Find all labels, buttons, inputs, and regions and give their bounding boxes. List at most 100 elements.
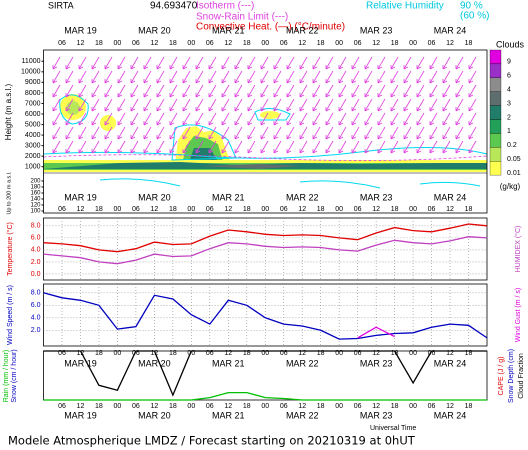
wind-arrow	[52, 112, 61, 126]
x-tick-label: 12	[372, 40, 380, 47]
footer: Modele Atmospherique LMDZ / Forecast sta…	[8, 434, 416, 448]
legend-convective: Convective Heat. (—) (°C/minute)	[196, 22, 345, 33]
day-label: MAR 21	[212, 25, 245, 35]
cloud-field	[43, 94, 488, 189]
x-tick-label: 06	[206, 403, 214, 410]
wind-arrow	[442, 126, 451, 140]
wind-arrow	[117, 70, 126, 84]
x-tick-label: 06	[428, 350, 436, 357]
wind-arrow	[208, 126, 217, 140]
wind-arrow	[442, 112, 451, 126]
x-tick-label: 12	[298, 403, 306, 410]
x-tick-label: 12	[150, 403, 158, 410]
wind-arrow	[143, 126, 152, 140]
x-tick-label: 18	[169, 40, 177, 47]
wind-arrow	[390, 98, 399, 112]
wind-arrow	[260, 84, 269, 98]
wind-arrow	[117, 126, 126, 140]
y-tick-label: 8.0	[31, 223, 41, 230]
colorbar-swatch	[489, 77, 502, 92]
wind-arrow	[143, 112, 152, 126]
wind-arrow	[130, 140, 139, 154]
wind-arrow	[403, 56, 412, 70]
wind-arrow	[221, 84, 230, 98]
y-tick-label: 4.0	[31, 315, 41, 322]
wind-arrow	[260, 56, 269, 70]
wind-arrow	[455, 140, 464, 154]
day-label: MAR 21	[212, 410, 245, 420]
wind-arrow	[91, 140, 100, 154]
wind-arrow	[260, 98, 269, 112]
x-tick-label: 12	[372, 350, 380, 357]
y-tick-label: 180	[30, 185, 41, 191]
wind-arrow	[247, 70, 256, 84]
colorbar-swatch	[489, 105, 502, 120]
day-label: MAR 20	[138, 358, 171, 368]
x-tick-label: 12	[298, 350, 306, 357]
wind-arrow	[416, 56, 425, 70]
day-label: MAR 24	[434, 192, 467, 202]
coordinates: 94.693470	[150, 1, 198, 12]
wind-arrow	[429, 112, 438, 126]
colorbar-label: 2	[507, 114, 511, 121]
wind-arrow	[286, 84, 295, 98]
wind-arrow	[325, 84, 334, 98]
series-line	[43, 350, 487, 397]
wind-arrow	[195, 56, 204, 70]
x-tick-label: 06	[206, 350, 214, 357]
x-tick-label: 18	[243, 350, 251, 357]
wind-arrow	[299, 56, 308, 70]
wind-arrow	[351, 84, 360, 98]
wind-arrow	[234, 70, 243, 84]
wind-arrow	[65, 112, 74, 126]
wind-arrow	[442, 56, 451, 70]
wind-arrow	[260, 112, 269, 126]
wind-arrow	[390, 56, 399, 70]
wind-arrow	[156, 126, 165, 140]
wind-arrow	[429, 98, 438, 112]
x-tick-label: 06	[132, 40, 140, 47]
series-line	[43, 391, 487, 401]
wind-arrow	[195, 112, 204, 126]
wind-arrow	[130, 56, 139, 70]
wind-arrow	[299, 98, 308, 112]
day-label: MAR 23	[360, 410, 393, 420]
wind-arrow	[351, 126, 360, 140]
series-label: Wind Speed (m / s)	[7, 285, 14, 345]
wind-arrow	[52, 98, 61, 112]
wind-arrow	[325, 112, 334, 126]
wind-arrow	[78, 126, 87, 140]
wind-arrow	[403, 126, 412, 140]
wind-arrow	[299, 84, 308, 98]
x-tick-label: 00	[409, 40, 417, 47]
x-tick-label: 06	[58, 403, 66, 410]
wind-arrow	[390, 84, 399, 98]
wind-arrow	[182, 98, 191, 112]
wind-arrow	[377, 70, 386, 84]
x-tick-label: 00	[114, 350, 122, 357]
day-label: MAR 20	[138, 410, 171, 420]
wind-arrow	[143, 84, 152, 98]
wind-arrow	[52, 56, 61, 70]
wind-arrow	[221, 70, 230, 84]
wind-arrow	[299, 70, 308, 84]
wind-arrow	[338, 84, 347, 98]
wind-arrow	[78, 84, 87, 98]
x-tick-label: 18	[317, 40, 325, 47]
wind-arrow	[442, 70, 451, 84]
wind-arrow	[312, 126, 321, 140]
wind-arrow	[104, 70, 113, 84]
x-tick-label: 18	[317, 206, 325, 213]
x-tick-label: 18	[465, 350, 473, 357]
series-label: HUMIDEX (°C)	[514, 226, 522, 273]
wind-arrow	[182, 140, 191, 154]
wind-arrow	[195, 98, 204, 112]
colorbar-label: 6	[507, 73, 511, 80]
wind-arrow	[351, 112, 360, 126]
x-tick-label: 12	[224, 206, 232, 213]
wind-arrow	[182, 84, 191, 98]
x-tick-label: 00	[261, 350, 269, 357]
x-tick-label: 18	[169, 350, 177, 357]
wind-arrow	[416, 70, 425, 84]
series-label: Cloud Fraction	[518, 353, 525, 399]
